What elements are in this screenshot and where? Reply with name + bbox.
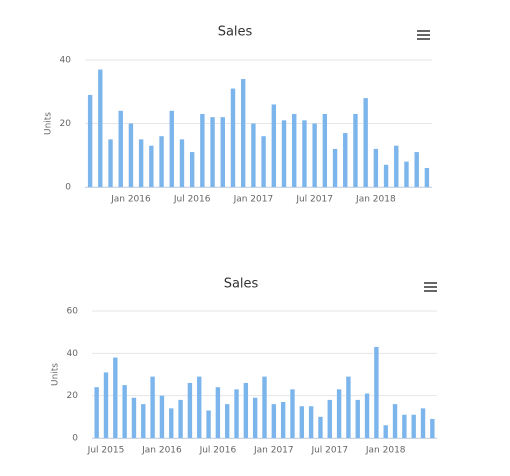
- bar: [251, 123, 256, 187]
- bar: [243, 382, 249, 438]
- y-tick-label: 0: [65, 183, 71, 193]
- y-tick-label: 20: [67, 391, 79, 401]
- x-tick-label: Jan 2018: [355, 195, 396, 205]
- bar: [394, 145, 399, 187]
- bar: [128, 123, 134, 187]
- menu-icon[interactable]: [417, 30, 430, 40]
- bar: [178, 399, 183, 438]
- bar: [430, 418, 435, 438]
- x-tick-label: Jul 2016: [173, 195, 211, 205]
- bar: [373, 148, 379, 187]
- bar: [343, 133, 348, 187]
- bar: [210, 117, 215, 187]
- y-tick-label: 40: [60, 56, 72, 66]
- bar: [392, 404, 398, 438]
- bar: [322, 113, 328, 187]
- bar: [424, 167, 430, 187]
- x-tick-label: Jul 2017: [310, 446, 348, 456]
- bar: [355, 399, 360, 438]
- bar: [363, 98, 368, 187]
- x-tick-label: Jan 2016: [110, 195, 151, 205]
- bar: [411, 414, 416, 438]
- bar: [197, 376, 202, 438]
- chart-title: Sales: [224, 277, 259, 292]
- y-tick-label: 0: [72, 434, 78, 444]
- x-tick-label: Jul 2015: [87, 446, 125, 456]
- bar: [108, 139, 113, 187]
- bar: [290, 389, 295, 438]
- y-axis-title: Units: [44, 112, 54, 135]
- bar: [149, 145, 154, 187]
- bar: [346, 376, 351, 438]
- y-tick-label: 40: [67, 349, 79, 359]
- bar: [169, 408, 174, 438]
- x-tick-label: Jan 2017: [253, 446, 294, 456]
- bar: [122, 385, 127, 438]
- bar: [94, 387, 99, 438]
- bar: [234, 389, 239, 438]
- bar: [336, 389, 342, 438]
- bar: [402, 414, 407, 438]
- x-tick-label: Jan 2016: [141, 446, 182, 456]
- bar: [215, 387, 221, 438]
- bar: [420, 408, 426, 438]
- bar: [281, 120, 287, 187]
- bar: [98, 69, 103, 187]
- bar: [383, 164, 389, 187]
- bar: [383, 425, 388, 438]
- bar: [159, 136, 164, 187]
- bar: [187, 382, 193, 438]
- bar: [118, 110, 123, 187]
- menu-icon[interactable]: [424, 282, 437, 292]
- bar: [280, 402, 286, 438]
- bar: [292, 113, 297, 187]
- y-axis-title: Units: [51, 363, 61, 386]
- bar: [252, 397, 258, 438]
- bar: [179, 139, 185, 187]
- bar: [200, 113, 205, 187]
- y-tick-label: 60: [67, 307, 79, 317]
- bar: [220, 117, 225, 187]
- bar: [113, 357, 118, 438]
- bar: [414, 152, 419, 187]
- bar: [169, 110, 174, 187]
- bar: [318, 416, 323, 438]
- bar: [271, 404, 277, 438]
- bar: [374, 346, 379, 438]
- bar: [159, 395, 165, 438]
- bar: [262, 376, 267, 438]
- bar: [131, 397, 137, 438]
- bar: [364, 393, 370, 438]
- bar: [261, 136, 266, 187]
- y-tick-label: 20: [60, 119, 72, 129]
- x-tick-label: Jan 2018: [365, 446, 406, 456]
- bar: [87, 94, 93, 187]
- bar: [141, 404, 146, 438]
- bar: [332, 148, 338, 187]
- bar: [206, 410, 211, 438]
- bar: [225, 404, 230, 438]
- bar: [327, 399, 332, 438]
- bar: [302, 120, 307, 187]
- bar: [299, 406, 304, 438]
- bar: [138, 139, 144, 187]
- x-tick-label: Jan 2017: [233, 195, 274, 205]
- bar: [189, 152, 195, 187]
- bar: [312, 123, 317, 187]
- bar: [404, 161, 409, 187]
- bar: [353, 113, 358, 187]
- bar: [308, 406, 314, 438]
- bar: [103, 372, 109, 438]
- chart-title: Sales: [218, 25, 253, 40]
- bar: [271, 104, 277, 187]
- x-tick-label: Jul 2016: [199, 446, 237, 456]
- bar: [230, 88, 236, 187]
- x-tick-label: Jul 2017: [295, 195, 333, 205]
- bar: [240, 79, 246, 187]
- bar: [150, 376, 155, 438]
